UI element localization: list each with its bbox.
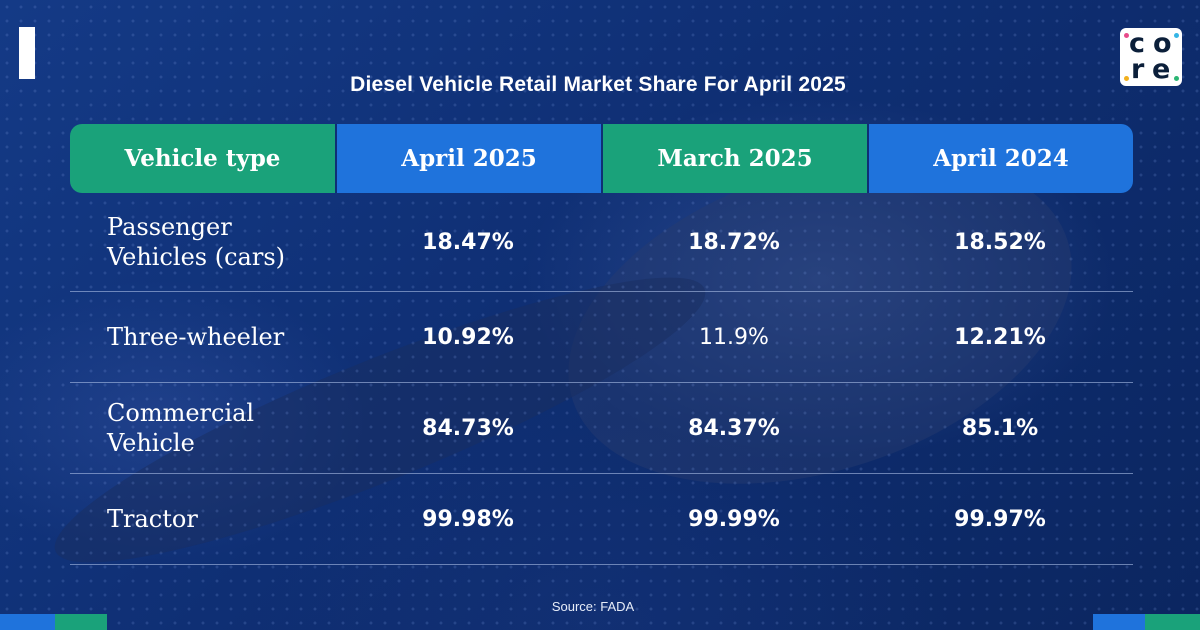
table-row: Tractor 99.98% 99.99% 99.97% <box>70 474 1133 565</box>
source-note: Source: FADA <box>551 599 635 614</box>
table-cell: 11.9% <box>699 324 769 350</box>
table-cell: 99.98% <box>422 506 514 532</box>
header-april-2024: April 2024 <box>867 124 1133 193</box>
table-cell: 10.92% <box>422 324 514 350</box>
table-cell: 18.47% <box>422 229 514 255</box>
header-march-2025: March 2025 <box>601 124 867 193</box>
footer-strip-green <box>1145 614 1200 630</box>
table-cell: 18.72% <box>688 229 780 255</box>
logo-dot-cyan <box>1174 33 1179 38</box>
market-share-table: Vehicle type April 2025 March 2025 April… <box>70 124 1133 565</box>
table-cell: 99.99% <box>688 506 780 532</box>
chart-title: Diesel Vehicle Retail Market Share For A… <box>350 73 846 96</box>
table-header: Vehicle type April 2025 March 2025 April… <box>70 124 1133 193</box>
core-logo: c o r e <box>1120 28 1182 86</box>
row-label: Three-wheeler <box>107 323 285 351</box>
table-cell: 85.1% <box>961 415 1039 441</box>
row-label: Tractor <box>107 505 198 533</box>
logo-letter-o: o <box>1153 28 1172 59</box>
header-vehicle-type: Vehicle type <box>70 124 335 193</box>
logo-letter-e: e <box>1152 54 1171 85</box>
logo-dot-yellow <box>1124 76 1129 81</box>
table-cell: 99.97% <box>954 506 1046 532</box>
header-april-2025: April 2025 <box>335 124 601 193</box>
row-label: Commercial Vehicle <box>107 399 255 457</box>
table-cell: 84.73% <box>422 415 514 441</box>
footer-strip-blue <box>0 614 55 630</box>
row-label: Passenger Vehicles (cars) <box>107 213 285 271</box>
logo-dot-pink <box>1124 33 1129 38</box>
footer-strip-blue <box>1093 614 1145 630</box>
accent-bar <box>19 27 35 79</box>
table-row: Three-wheeler 10.92% 11.9% 12.21% <box>70 292 1133 383</box>
table-cell: 84.37% <box>688 415 780 441</box>
table-cell: 18.52% <box>954 229 1046 255</box>
logo-dot-green <box>1174 76 1179 81</box>
logo-letter-c: c <box>1129 28 1146 59</box>
table-row: Passenger Vehicles (cars) 18.47% 18.72% … <box>70 193 1133 292</box>
logo-letter-r: r <box>1131 54 1145 85</box>
table-row: Commercial Vehicle 84.73% 84.37% 85.1% <box>70 383 1133 474</box>
footer-strip-green <box>55 614 107 630</box>
table-cell: 12.21% <box>954 324 1046 350</box>
